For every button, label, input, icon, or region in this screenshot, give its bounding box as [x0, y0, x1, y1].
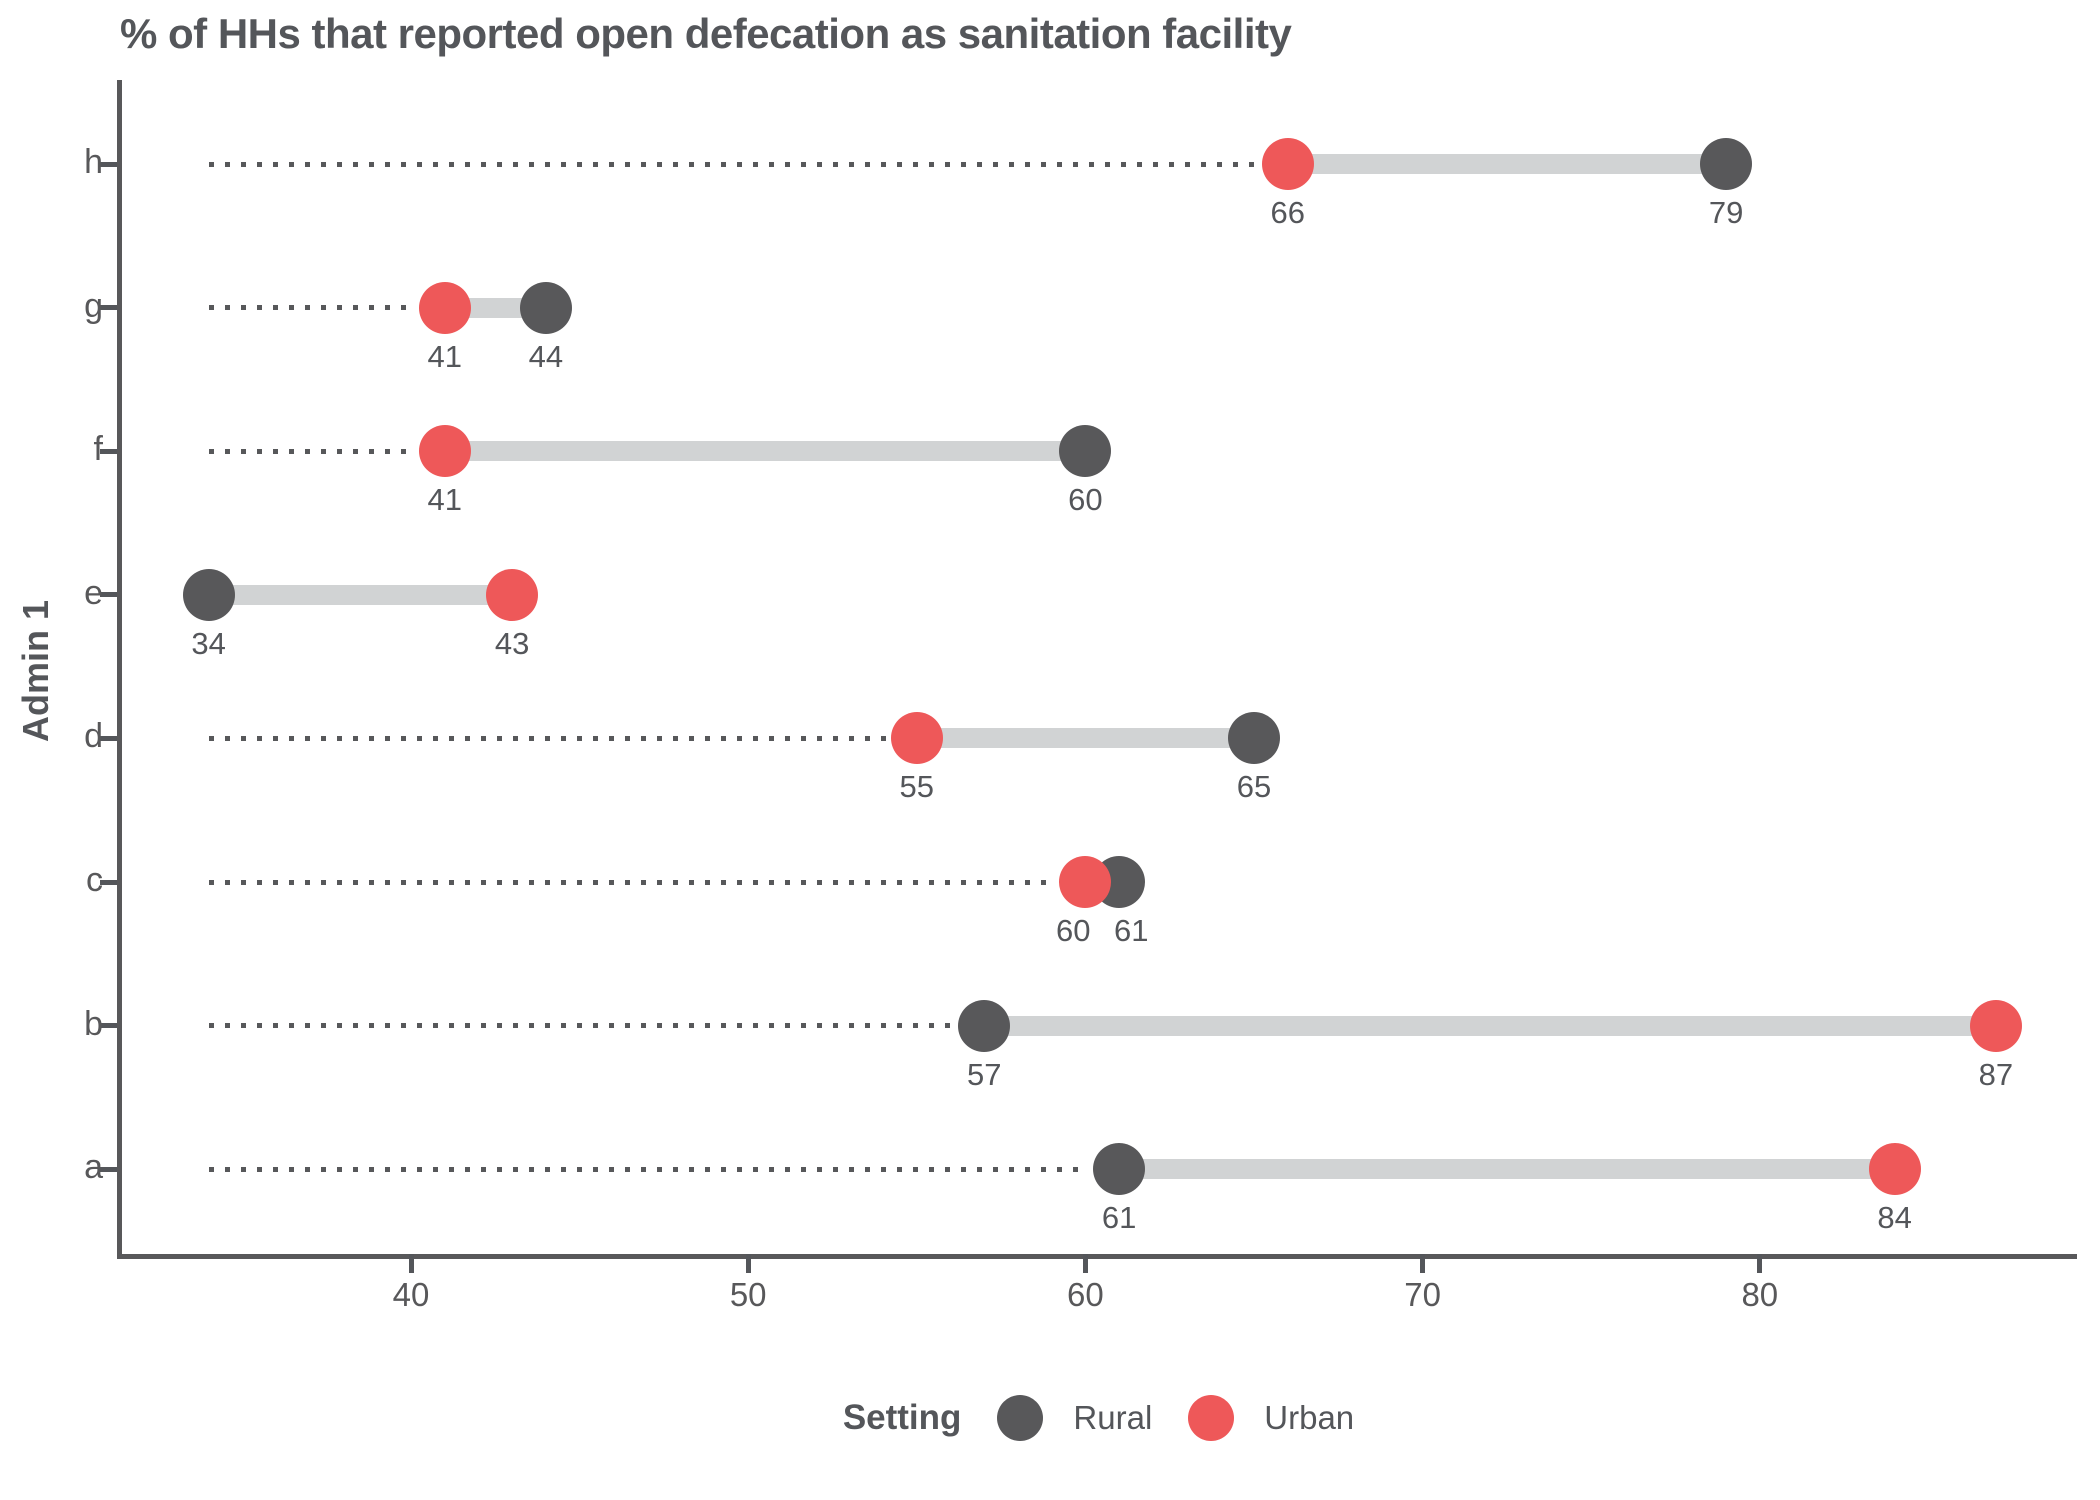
point-label-urban: 43 — [494, 625, 530, 661]
row-connector-bar — [444, 441, 1086, 462]
legend: Setting Rural Urban — [120, 1392, 2077, 1444]
x-axis-line — [117, 1254, 2077, 1259]
point-label-rural: 57 — [966, 1056, 1002, 1092]
category-label: f — [93, 430, 103, 469]
chart-title: % of HHs that reported open defecation a… — [120, 10, 1292, 57]
x-tick-label: 70 — [1404, 1276, 1441, 1313]
point-urban — [1261, 138, 1314, 190]
point-label-urban: 60 — [1056, 913, 1091, 948]
point-urban — [486, 568, 539, 621]
row-leader-line — [208, 305, 415, 311]
point-label-urban: 66 — [1270, 195, 1305, 230]
row-connector-bar — [916, 728, 1254, 749]
row-connector-bar — [208, 584, 513, 605]
y-tick — [100, 1023, 117, 1029]
category-label: d — [84, 717, 103, 756]
point-label-urban: 41 — [427, 482, 462, 518]
y-tick — [100, 1166, 117, 1172]
x-tick — [745, 1254, 751, 1273]
point-label-rural: 65 — [1236, 769, 1272, 805]
urban-dot-icon — [1188, 1395, 1235, 1441]
x-tick — [1420, 1254, 1426, 1273]
point-label-urban: 41 — [427, 338, 462, 374]
legend-item-urban: Urban — [1188, 1395, 1354, 1441]
point-rural — [958, 999, 1011, 1052]
row-connector-bar — [1119, 1159, 1895, 1180]
category-label: e — [84, 573, 103, 612]
x-tick — [1082, 1254, 1088, 1273]
row-leader-line — [208, 879, 1056, 885]
point-rural — [1093, 1143, 1146, 1196]
point-urban — [1868, 1143, 1921, 1196]
point-label-urban: 55 — [899, 769, 935, 805]
row-leader-line — [208, 161, 1258, 167]
x-tick-label: 80 — [1741, 1276, 1779, 1313]
point-label-rural: 60 — [1068, 482, 1103, 518]
point-rural — [1700, 138, 1753, 190]
y-axis-line — [117, 80, 122, 1259]
y-tick — [100, 305, 117, 311]
x-tick-label: 60 — [1067, 1276, 1104, 1313]
point-label-rural: 61 — [1114, 913, 1149, 948]
point-rural — [1228, 712, 1280, 765]
point-rural — [182, 568, 235, 621]
y-tick — [100, 448, 117, 454]
x-tick — [1757, 1254, 1763, 1273]
legend-label-rural: Rural — [1073, 1399, 1153, 1436]
legend-label-urban: Urban — [1264, 1399, 1355, 1436]
row-leader-line — [208, 1166, 1090, 1172]
point-urban — [890, 712, 943, 765]
point-label-rural: 44 — [528, 338, 564, 374]
y-tick — [100, 735, 117, 741]
category-label: b — [84, 1004, 103, 1043]
y-tick — [100, 161, 117, 167]
point-label-urban: 87 — [1978, 1056, 2014, 1092]
legend-item-rural: Rural — [997, 1395, 1152, 1441]
category-label: a — [84, 1148, 103, 1187]
point-rural — [519, 281, 572, 334]
point-rural — [1059, 425, 1112, 478]
point-label-rural: 34 — [191, 625, 226, 661]
x-tick-label: 40 — [392, 1276, 430, 1313]
point-label-rural: 79 — [1708, 195, 1744, 230]
point-urban — [1969, 999, 2022, 1052]
legend-title: Setting — [842, 1398, 962, 1437]
row-connector-bar — [1287, 154, 1727, 174]
rural-dot-icon — [997, 1395, 1044, 1441]
point-label-rural: 61 — [1101, 1200, 1137, 1236]
point-urban — [418, 281, 471, 334]
point-urban — [418, 425, 471, 478]
category-label: g — [84, 286, 103, 325]
point-label-urban: 84 — [1877, 1200, 1912, 1236]
y-tick — [100, 879, 117, 885]
point-urban — [1059, 856, 1112, 908]
row-connector-bar — [984, 1015, 1996, 1036]
y-tick — [100, 592, 117, 598]
x-tick-label: 50 — [729, 1276, 767, 1313]
row-leader-line — [208, 1023, 955, 1029]
category-label: h — [84, 143, 103, 181]
x-tick — [408, 1254, 414, 1273]
row-leader-line — [208, 448, 415, 454]
category-label: c — [86, 861, 103, 899]
row-leader-line — [208, 735, 887, 741]
